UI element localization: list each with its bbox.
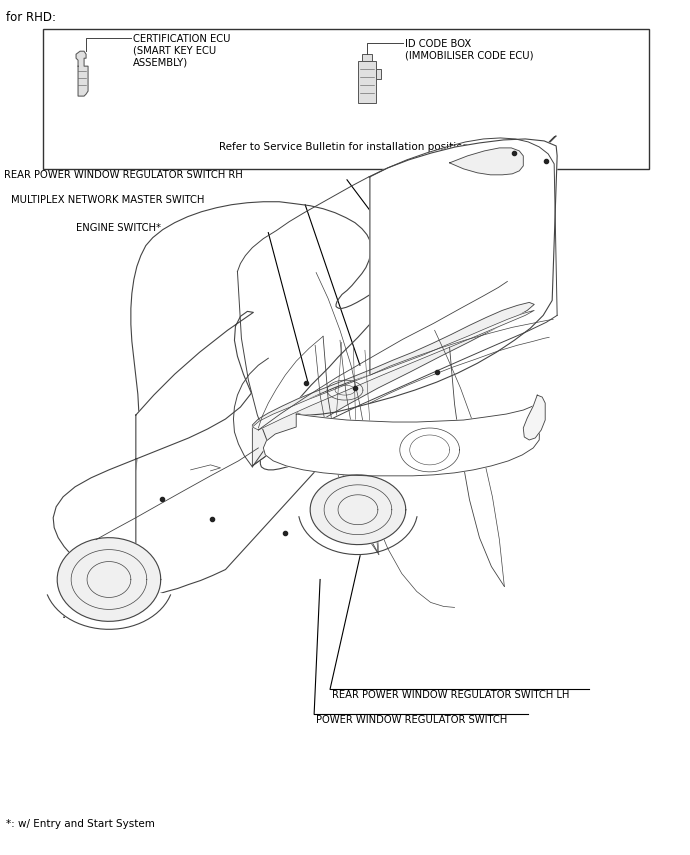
Text: Refer to Service Bulletin for installation position.: Refer to Service Bulletin for installati… (219, 142, 473, 152)
Polygon shape (298, 510, 417, 555)
Polygon shape (64, 136, 556, 617)
Polygon shape (44, 580, 174, 629)
Text: ENGINE SWITCH*: ENGINE SWITCH* (76, 222, 161, 233)
Bar (362, 54, 372, 62)
Text: *: w/ Entry and Start System: *: w/ Entry and Start System (6, 819, 155, 828)
Polygon shape (450, 148, 523, 174)
Text: for RHD:: for RHD: (6, 11, 57, 24)
Polygon shape (57, 538, 161, 622)
Polygon shape (523, 395, 545, 440)
Polygon shape (296, 139, 557, 415)
Bar (376, 69, 381, 80)
Polygon shape (253, 310, 534, 430)
Text: MULTIPLEX NETWORK MASTER SWITCH: MULTIPLEX NETWORK MASTER SWITCH (11, 195, 205, 204)
Polygon shape (253, 303, 534, 466)
Polygon shape (53, 311, 253, 582)
Polygon shape (264, 400, 540, 476)
Bar (43, 29, 649, 168)
Text: POWER WINDOW REGULATOR SWITCH: POWER WINDOW REGULATOR SWITCH (316, 715, 507, 725)
Bar (358, 62, 376, 103)
Text: ID CODE BOX
(IMMOBILISER CODE ECU): ID CODE BOX (IMMOBILISER CODE ECU) (405, 39, 533, 61)
Text: CERTIFICATION ECU
(SMART KEY ECU
ASSEMBLY): CERTIFICATION ECU (SMART KEY ECU ASSEMBL… (133, 34, 230, 68)
Text: REAR POWER WINDOW REGULATOR SWITCH LH: REAR POWER WINDOW REGULATOR SWITCH LH (332, 690, 569, 700)
Polygon shape (310, 475, 406, 545)
Polygon shape (76, 51, 88, 96)
Text: REAR POWER WINDOW REGULATOR SWITCH RH: REAR POWER WINDOW REGULATOR SWITCH RH (4, 170, 243, 180)
